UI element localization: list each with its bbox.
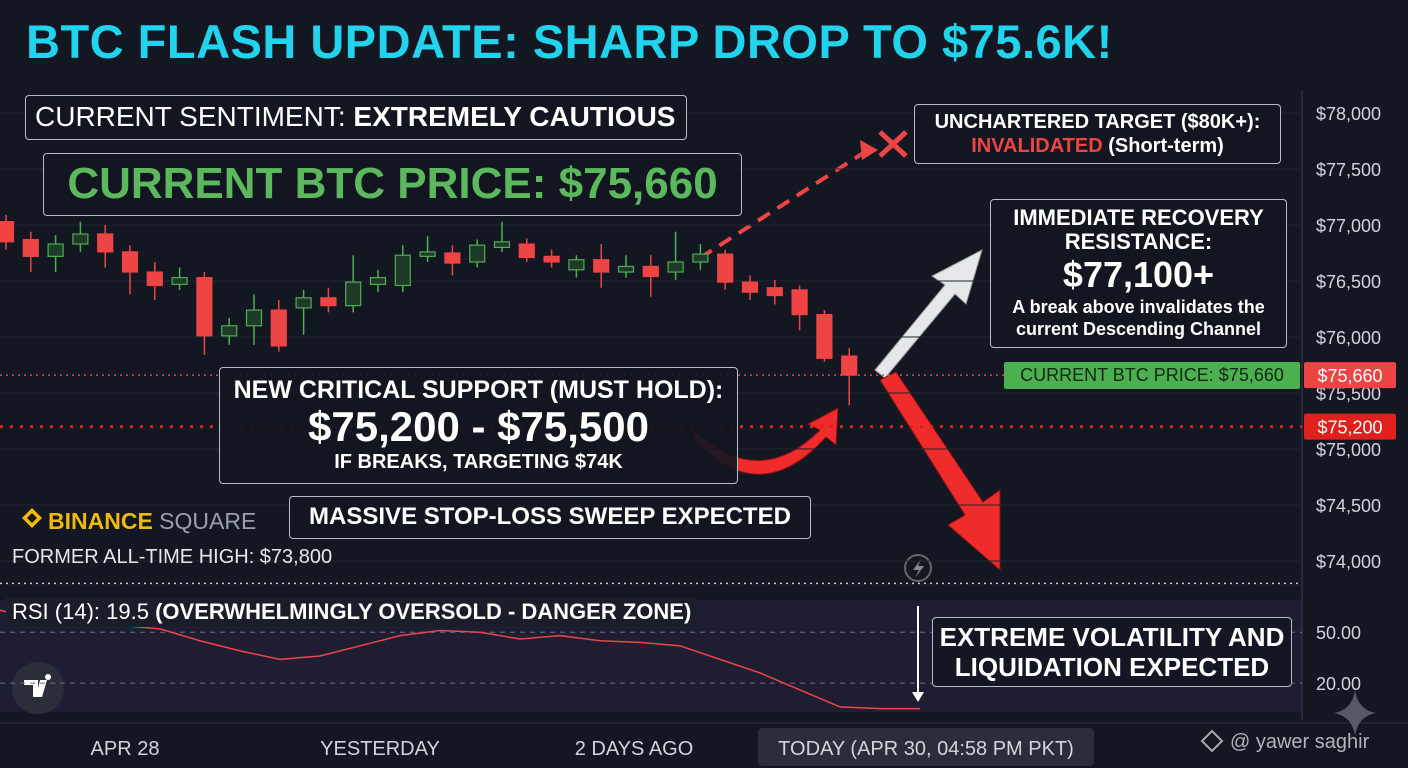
price-label: $75,660 (1317, 366, 1382, 386)
support-title: NEW CRITICAL SUPPORT (MUST HOLD): (233, 376, 724, 404)
candle-body (766, 287, 783, 297)
sentiment-box: CURRENT SENTIMENT: EXTREMELY CAUTIOUS (25, 95, 687, 140)
label: CURRENT SENTIMENT: (35, 101, 346, 132)
y-tick-label: $74,500 (1316, 496, 1381, 516)
resistance-value: $77,100+ (1062, 254, 1215, 295)
candle-body (245, 309, 263, 327)
y-tick-label: $78,000 (1316, 104, 1381, 124)
arrow (879, 371, 1001, 572)
y-tick-label: $76,000 (1316, 328, 1381, 348)
y-tick-label: 50.00 (1316, 623, 1361, 643)
sentiment: EXTREMELY CAUTIOUS (353, 101, 676, 132)
price-label: $75,200 (1317, 418, 1382, 438)
y-tick-label: $75,000 (1316, 440, 1381, 460)
candle-body (345, 281, 362, 307)
rsi-line (0, 609, 920, 710)
candle-body (841, 355, 858, 376)
volatility: EXTREME VOLATILITY AND LIQUIDATION EXPEC… (939, 622, 1285, 682)
candle-body (394, 254, 411, 287)
volatility-box: EXTREME VOLATILITY AND LIQUIDATION EXPEC… (932, 617, 1292, 687)
candle-body (593, 259, 610, 273)
status: INVALIDATED (971, 135, 1103, 157)
y-tick-label: 20.00 (1316, 674, 1361, 694)
support-note: IF BREAKS, TARGETING $74K (334, 451, 623, 473)
watermark: @ yawer saghir (1230, 731, 1370, 753)
candle-body (47, 243, 64, 257)
y-tick-label: $76,500 (1316, 272, 1381, 292)
alert-icon (913, 559, 924, 578)
candle-body (543, 255, 560, 263)
price-label-bg (1304, 413, 1396, 440)
target-box: UNCHARTERED TARGET ($80K+): INVALIDATED (… (914, 104, 1281, 164)
candle-body (717, 253, 734, 283)
brand-1: BINANCE (48, 508, 153, 534)
resistance-note: A break above invalidates the current De… (1012, 297, 1265, 339)
candle-body (568, 259, 585, 271)
sparkle (1334, 690, 1376, 736)
x-label: APR 28 (91, 738, 160, 760)
sweep-box: MASSIVE STOP-LOSS SWEEP EXPECTED (289, 496, 811, 539)
candle-body (0, 221, 15, 243)
candle-body (146, 271, 163, 287)
binance-icon (22, 508, 42, 528)
support-box: NEW CRITICAL SUPPORT (MUST HOLD): $75,200… (219, 367, 738, 484)
price-tag: CURRENT BTC PRICE: $75,660 (1004, 362, 1300, 389)
candle-body (469, 244, 486, 263)
title: BTC FLASH UPDATE: SHARP DROP TO $75.6K! (26, 15, 1113, 68)
candle-body (196, 277, 213, 337)
price-label-bg (1304, 362, 1396, 389)
resistance-box: IMMEDIATE RECOVERY RESISTANCE: $77,100+ A … (990, 199, 1287, 348)
candle-body (617, 265, 635, 273)
y-tick-label: $77,500 (1316, 160, 1381, 180)
brand-2: SQUARE (159, 508, 257, 534)
y-tick-label: $77,000 (1316, 216, 1381, 236)
candle-body (221, 325, 238, 337)
candle-body (791, 289, 808, 316)
resistance-title: IMMEDIATE RECOVERY RESISTANCE: (1013, 205, 1264, 254)
candle-body (22, 238, 39, 257)
x-label: YESTERDAY (320, 738, 440, 760)
x-mark (878, 130, 908, 158)
arrow (698, 148, 870, 260)
arrow-head (860, 140, 878, 160)
price-box: CURRENT BTC PRICE: $75,660 (43, 153, 742, 216)
rsi-label: RSI (14): 19.5 (12, 599, 149, 624)
candle-body (121, 251, 139, 273)
candle-body (369, 277, 387, 285)
candle-body (270, 309, 287, 347)
y-tick-label: $74,000 (1316, 552, 1381, 572)
candle-body (320, 297, 337, 307)
candle-body (667, 261, 684, 273)
price: CURRENT BTC PRICE: $75,660 (67, 159, 718, 208)
candle-body (642, 265, 659, 278)
candle-body (493, 241, 511, 249)
brand: BINANCE SQUARE (48, 508, 256, 535)
candle-body (72, 233, 89, 245)
candle-body (444, 252, 461, 264)
candle-body (419, 251, 436, 257)
candle-body (171, 277, 188, 285)
candle-body (741, 281, 759, 293)
x-label: 2 DAYS AGO (575, 738, 694, 760)
former-ath: FORMER ALL-TIME HIGH: $73,800 (12, 546, 333, 568)
sweep: MASSIVE STOP-LOSS SWEEP EXPECTED (309, 503, 791, 530)
arrow (874, 249, 983, 379)
candle-body (816, 313, 833, 359)
note: (Short-term) (1108, 135, 1224, 157)
candle-body (518, 243, 535, 259)
x-label: TODAY (APR 30, 04:58 PM PKT) (778, 738, 1074, 760)
candle-body (97, 233, 114, 253)
candle-body (295, 297, 312, 309)
rsi-title: RSI (14): 19.5 (OVERWHELMINGLY OVERSOLD … (6, 597, 698, 627)
rsi-subtitle: (OVERWHELMINGLY OVERSOLD - DANGER ZONE) (155, 599, 692, 624)
candle-body (692, 253, 709, 263)
target: UNCHARTERED TARGET ($80K+): (934, 111, 1261, 133)
arrow-head (912, 692, 924, 702)
y-tick-label: $75,500 (1316, 384, 1381, 404)
support-value: $75,200 - $75,500 (308, 403, 649, 450)
x-highlight (758, 728, 1094, 766)
binance-icon (1200, 729, 1224, 753)
tv-logo (24, 674, 52, 697)
